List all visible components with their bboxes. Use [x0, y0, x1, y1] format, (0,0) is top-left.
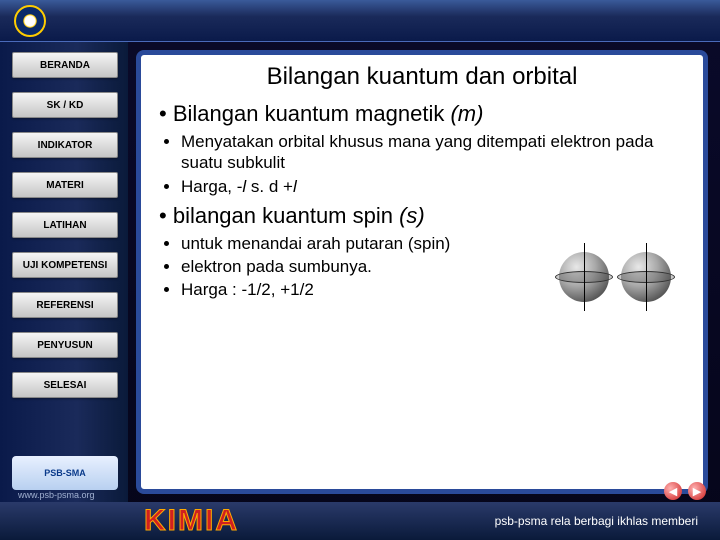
slide-title: Bilangan kuantum dan orbital — [159, 63, 685, 91]
url-text: www.psb-psma.org — [18, 490, 95, 500]
nav-uji-kompetensi[interactable]: UJI KOMPETENSI — [12, 252, 118, 278]
list-spin: untuk menandai arah putaran (spin) elekt… — [181, 233, 545, 301]
heading-spin-symbol: (s) — [399, 203, 425, 228]
heading-magnetic-symbol: (m) — [450, 101, 483, 126]
point-magnetic-2: Harga, -l s. d +l — [181, 176, 685, 197]
nav-indikator[interactable]: INDIKATOR — [12, 132, 118, 158]
heading-spin-text: bilangan kuantum spin — [173, 203, 399, 228]
logo-inner — [21, 12, 39, 30]
next-slide-button[interactable]: ▶ — [688, 482, 706, 500]
nav-selesai[interactable]: SELESAI — [12, 372, 118, 398]
nav-latihan[interactable]: LATIHAN — [12, 212, 118, 238]
electron-sphere-1 — [559, 252, 609, 302]
point-spin-1: untuk menandai arah putaran (spin) — [181, 233, 545, 254]
heading-magnetic-text: Bilangan kuantum magnetik — [173, 101, 451, 126]
subject-label: KIMIA — [144, 504, 239, 538]
spin-text: untuk menandai arah putaran (spin) elekt… — [159, 233, 545, 303]
spin-illustration — [545, 237, 685, 317]
electron-sphere-2 — [621, 252, 671, 302]
nav-referensi[interactable]: REFERENSI — [12, 292, 118, 318]
nav-materi[interactable]: MATERI — [12, 172, 118, 198]
content-wrap: Bilangan kuantum dan orbital • Bilangan … — [128, 42, 720, 502]
main-area: BERANDA SK / KD INDIKATOR MATERI LATIHAN… — [0, 42, 720, 502]
list-magnetic: Menyatakan orbital khusus mana yang dite… — [181, 131, 685, 197]
header-bar — [0, 0, 720, 42]
footer-tagline: psb-psma rela berbagi ikhlas memberi — [495, 514, 698, 528]
prev-slide-button[interactable]: ◀ — [664, 482, 682, 500]
tut-wuri-logo — [14, 5, 46, 37]
nav-arrows: ◀ ▶ — [664, 482, 706, 500]
sidebar: BERANDA SK / KD INDIKATOR MATERI LATIHAN… — [0, 42, 128, 502]
point-magnetic-1: Menyatakan orbital khusus mana yang dite… — [181, 131, 685, 174]
footer-bar: KIMIA psb-psma rela berbagi ikhlas membe… — [0, 502, 720, 540]
point-spin-3: Harga : -1/2, +1/2 — [181, 279, 545, 300]
nav-penyusun[interactable]: PENYUSUN — [12, 332, 118, 358]
heading-spin: • bilangan kuantum spin (s) — [159, 203, 685, 229]
point-spin-2: elektron pada sumbunya. — [181, 256, 545, 277]
heading-magnetic: • Bilangan kuantum magnetik (m) — [159, 101, 685, 127]
nav-sk-kd[interactable]: SK / KD — [12, 92, 118, 118]
psb-sma-logo: PSB-SMA — [12, 456, 118, 490]
nav-beranda[interactable]: BERANDA — [12, 52, 118, 78]
content-panel: Bilangan kuantum dan orbital • Bilangan … — [136, 50, 708, 494]
spin-row: untuk menandai arah putaran (spin) elekt… — [159, 233, 685, 317]
